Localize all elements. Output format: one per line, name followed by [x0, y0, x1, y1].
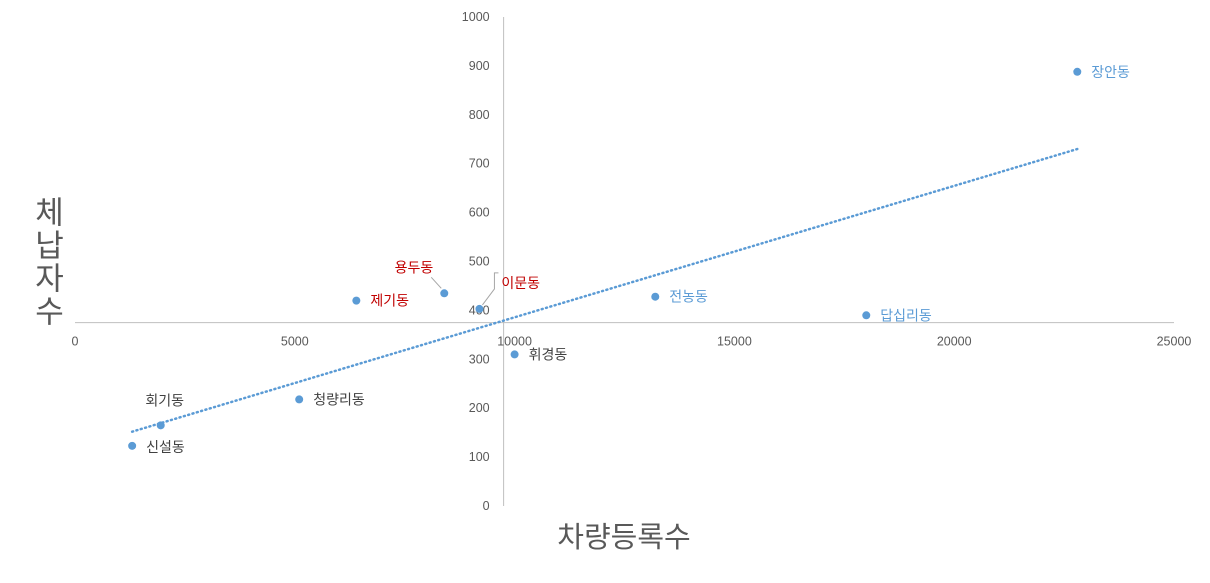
point-label: 제기동	[370, 294, 409, 310]
leader-line	[482, 272, 499, 306]
x-tick-label: 20000	[937, 335, 972, 349]
point-label: 이문동	[501, 276, 540, 292]
y-axis-title: 체납자수	[28, 196, 64, 328]
axes	[75, 17, 1174, 506]
trendline-layer	[130, 147, 1079, 433]
points-layer	[128, 67, 1082, 450]
data-point	[651, 292, 660, 301]
point-label: 회기동	[145, 393, 184, 409]
data-point	[510, 350, 519, 359]
x-axis-title: 차량등록수	[557, 520, 690, 554]
x-tick-label: 10000	[497, 335, 532, 349]
y-tick-label: 500	[469, 255, 490, 269]
data-point	[1073, 67, 1082, 76]
data-point	[295, 395, 304, 404]
data-point	[440, 289, 449, 298]
trendline	[130, 147, 1079, 433]
data-point	[475, 304, 484, 313]
y-tick-label: 200	[469, 401, 490, 415]
y-tick-label: 800	[469, 108, 490, 122]
point-label: 청량리동	[313, 392, 365, 408]
x-tick-label: 5000	[281, 335, 309, 349]
y-tick-label: 100	[469, 450, 490, 464]
data-point	[128, 441, 137, 450]
point-label: 신설동	[146, 440, 185, 456]
y-tick-label: 1000	[462, 10, 490, 24]
y-tick-label: 300	[469, 352, 490, 366]
y-tick-label: 600	[469, 206, 490, 220]
data-point	[156, 421, 165, 430]
x-tick-label: 0	[72, 335, 79, 349]
x-tick-label: 25000	[1157, 335, 1192, 349]
tick-labels: 0500010000150002000025000010020030040050…	[72, 10, 1192, 513]
point-label: 답십리동	[880, 308, 932, 324]
y-tick-label: 900	[469, 59, 490, 73]
x-tick-label: 15000	[717, 335, 752, 349]
point-label: 용두동	[395, 260, 434, 276]
data-point	[862, 311, 871, 320]
point-label: 장안동	[1091, 65, 1130, 81]
point-label: 전농동	[669, 290, 708, 306]
y-tick-label: 700	[469, 157, 490, 171]
y-tick-label: 0	[483, 499, 490, 513]
leader-line	[430, 276, 442, 289]
point-label: 휘경동	[529, 347, 568, 363]
data-point	[352, 296, 361, 305]
